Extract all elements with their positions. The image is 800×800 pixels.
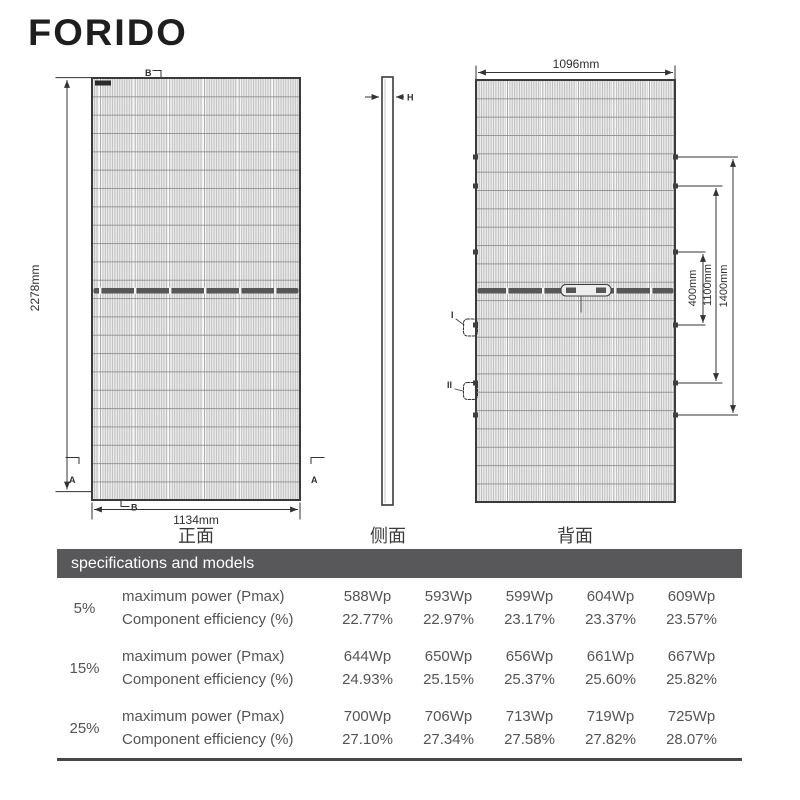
pmax-row: maximum power (Pmax) 588Wp 593Wp 599Wp 6… [112,585,742,608]
efficiency-value: 22.77% [342,611,393,628]
side-thickness-label: H [407,93,414,103]
side-view-caption: 侧面 [370,526,406,546]
pmax-value: 713Wp [505,708,554,725]
pmax-value: 706Wp [424,708,473,725]
pmax-value: 599Wp [505,588,554,605]
front-height-dimension: 2278mm [28,77,93,493]
efficiency-value: 25.60% [585,671,636,688]
pmax-value: 609Wp [667,588,716,605]
back-callout-2-label: II [447,380,452,390]
efficiency-value: 23.37% [585,611,636,628]
back-middle-band [477,284,674,313]
efficiency-value: 25.15% [423,671,474,688]
pmax-value: 725Wp [667,708,716,725]
efficiency-row: Component efficiency (%) 27.10% 27.34% 2… [112,728,742,751]
pmax-value: 719Wp [586,708,635,725]
efficiency-row: Component efficiency (%) 22.77% 22.97% 2… [112,608,742,631]
row-label-pmax: maximum power (Pmax) [122,648,285,665]
efficiency-value: 25.82% [666,671,717,688]
efficiency-row: Component efficiency (%) 24.93% 25.15% 2… [112,668,742,691]
spec-table: specifications and models 5% maximum pow… [57,549,742,761]
front-callout-b-top: B [145,68,162,78]
front-callout-b-bottom-label: B [131,503,138,513]
front-callout-b-top-label: B [145,68,152,78]
front-callout-a-right-label: A [311,475,318,485]
side-thickness-dimension: H [365,93,414,103]
row-label-efficiency: Component efficiency (%) [122,611,294,628]
pmax-value: 656Wp [505,648,554,665]
pmax-value: 593Wp [424,588,473,605]
row-label-efficiency: Component efficiency (%) [122,731,294,748]
efficiency-value: 25.37% [504,671,555,688]
front-callout-a-right: A [310,457,325,485]
front-view-drawing: 2278mm B A [28,68,325,546]
front-callout-b-bottom: B [120,499,138,513]
front-callout-a-left-label: A [69,475,76,485]
technical-drawings: 2278mm B A [28,57,738,546]
power-gain-label: 25% [69,719,100,737]
side-view-drawing: H 侧面 [365,76,414,546]
back-width-dimension: 1096mm [475,57,676,80]
back-callout-2: II [447,380,478,400]
table-bottom-rule [57,758,742,761]
back-callout-1: I [451,310,478,337]
pmax-value: 604Wp [586,588,635,605]
pmax-row: maximum power (Pmax) 644Wp 650Wp 656Wp 6… [112,645,742,668]
pmax-value: 650Wp [424,648,473,665]
spec-table-header: specifications and models [57,549,742,578]
efficiency-value: 27.34% [423,731,474,748]
front-width-dim-label: 1134mm [173,513,219,527]
back-view-caption: 背面 [557,526,593,546]
efficiency-value: 28.07% [666,731,717,748]
pmax-value: 588Wp [343,588,392,605]
back-callout-1-label: I [451,310,454,320]
front-callout-a-left: A [65,457,80,485]
spec-group-25: 25% maximum power (Pmax) 700Wp 706Wp 713… [57,698,742,758]
back-frame-mount-marks [473,154,678,418]
row-label-efficiency: Component efficiency (%) [122,671,294,688]
spec-group-5: 5% maximum power (Pmax) 588Wp 593Wp 599W… [57,578,742,638]
pmax-value: 644Wp [343,648,392,665]
front-panel-sticker [95,80,111,86]
back-dim-1100-label: 1100mm [702,264,714,306]
efficiency-value: 23.17% [504,611,555,628]
front-middle-band [93,287,299,294]
power-gain-label: 15% [69,659,100,677]
back-dim-400-label: 400mm [687,270,699,307]
front-width-dimension: 1134mm [91,502,301,527]
spec-group-15: 15% maximum power (Pmax) 644Wp 650Wp 656… [57,638,742,698]
side-panel-drawing [381,76,394,506]
back-dim-1400-label: 1400mm [718,265,730,308]
efficiency-value: 24.93% [342,671,393,688]
junction-box [560,284,612,297]
brand-logo: FORIDO [28,12,188,54]
row-label-pmax: maximum power (Pmax) [122,708,285,725]
back-width-dim-label: 1096mm [553,57,600,71]
row-label-pmax: maximum power (Pmax) [122,588,285,605]
back-right-dimensions: 400mm 1100mm 1400mm [676,156,738,416]
pmax-value: 700Wp [343,708,392,725]
front-height-dim-label: 2278mm [28,265,42,312]
power-gain-label: 5% [73,599,96,617]
pmax-value: 661Wp [586,648,635,665]
front-view-caption: 正面 [178,526,214,546]
pmax-value: 667Wp [667,648,716,665]
efficiency-value: 27.58% [504,731,555,748]
efficiency-value: 23.57% [666,611,717,628]
efficiency-value: 22.97% [423,611,474,628]
back-view-drawing: 1096mm [447,57,738,546]
efficiency-value: 27.82% [585,731,636,748]
efficiency-value: 27.10% [342,731,393,748]
pmax-row: maximum power (Pmax) 700Wp 706Wp 713Wp 7… [112,705,742,728]
